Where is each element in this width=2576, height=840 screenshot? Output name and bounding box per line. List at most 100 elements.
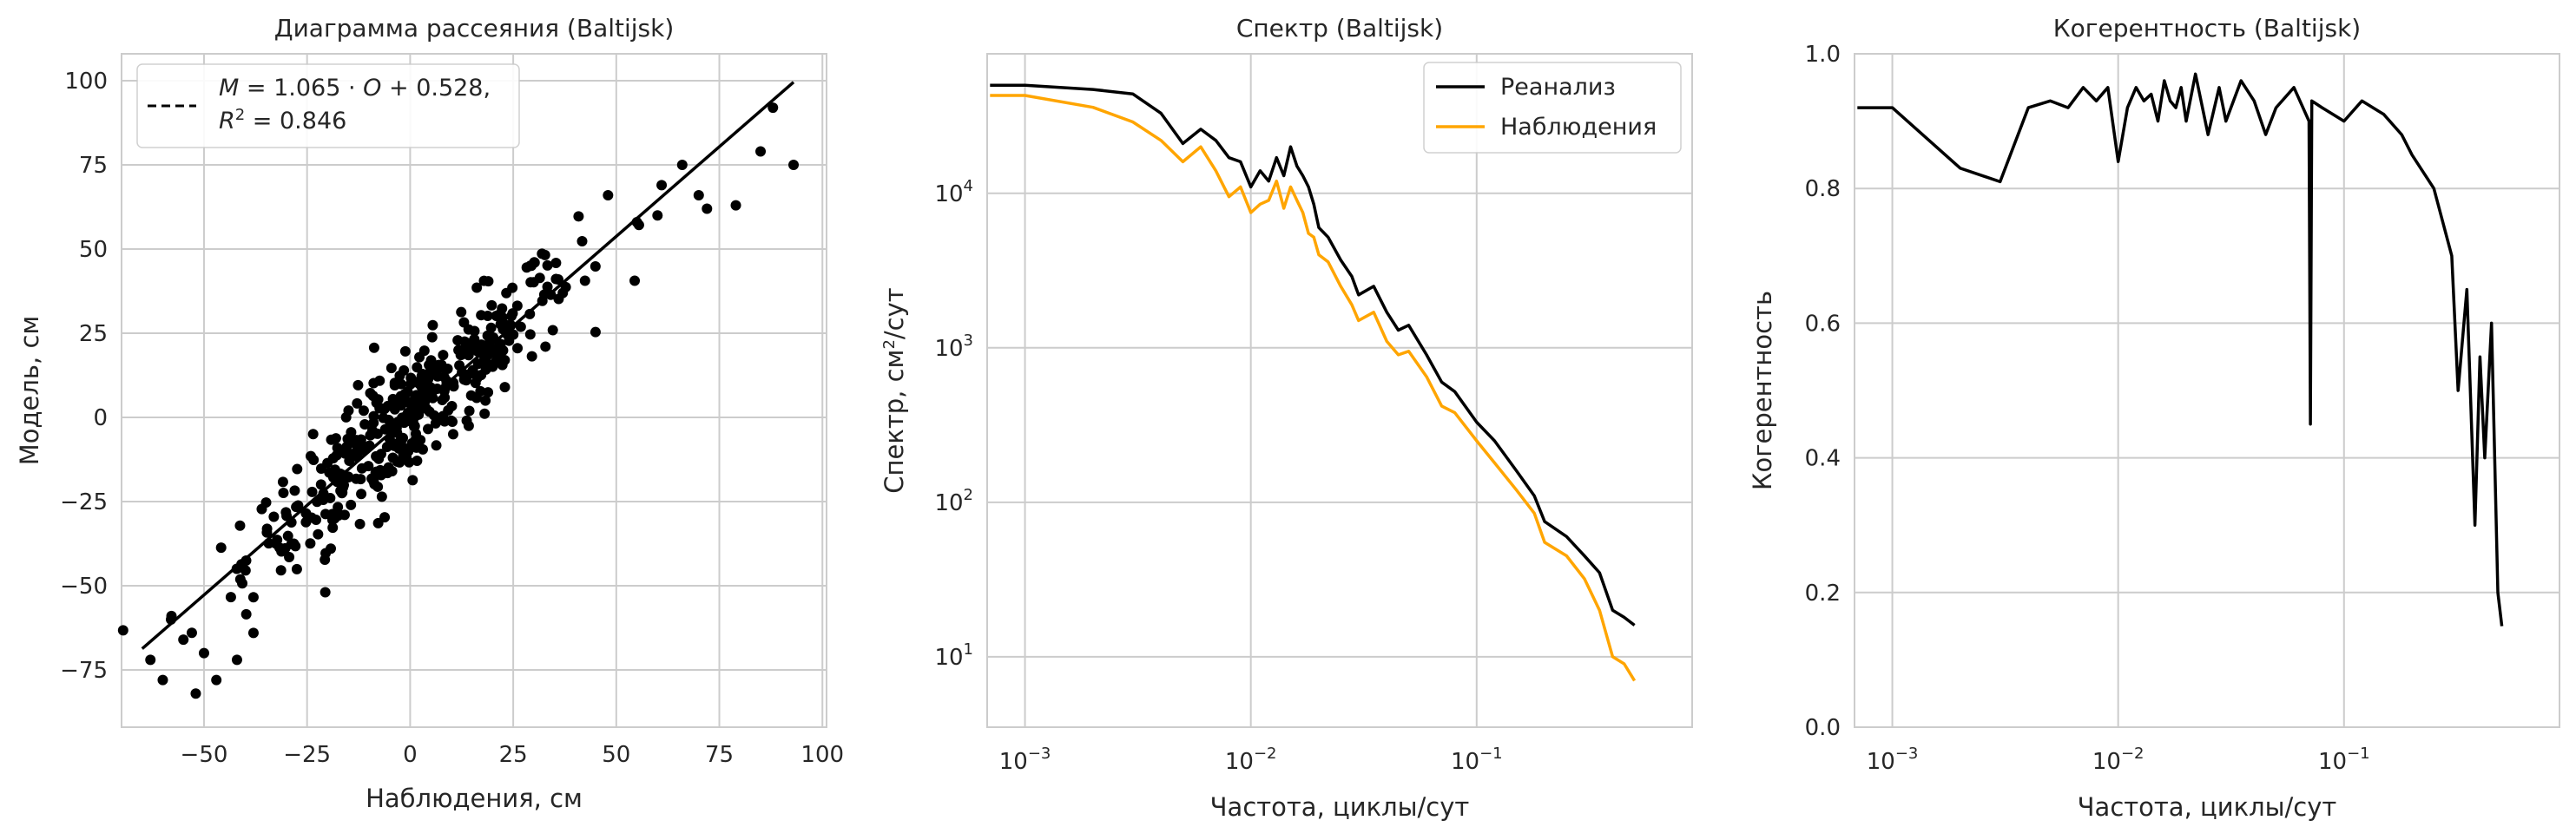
spectrum-y-label-exp: 2 xyxy=(880,339,899,349)
coherence-y-tick-label: 0.6 xyxy=(1805,311,1841,337)
scatter-point xyxy=(433,359,445,371)
spectrum-y-label-unit: /сут xyxy=(880,287,909,339)
scatter-point xyxy=(431,440,442,451)
scatter-point xyxy=(320,554,331,565)
scatter-points xyxy=(117,102,800,699)
scatter-point xyxy=(505,319,517,331)
spectrum-y-tick-base: 10 xyxy=(934,181,963,207)
legend-o-var: O xyxy=(363,75,381,102)
scatter-point xyxy=(511,300,523,312)
spectrum-y-tick-label: 101 xyxy=(934,640,973,671)
scatter-point xyxy=(417,443,428,455)
spectrum-y-tick-base: 10 xyxy=(934,490,963,516)
scatter-point xyxy=(234,520,246,531)
scatter-point xyxy=(482,330,493,341)
spectrum-legend-box xyxy=(1423,62,1682,154)
scatter-point xyxy=(368,410,379,422)
spectrum-y-tick-label: 103 xyxy=(934,331,973,362)
scatter-point xyxy=(465,390,477,401)
scatter-point xyxy=(552,273,563,285)
scatter-point xyxy=(343,471,354,482)
scatter-legend-line1: M = 1.065 · O + 0.528, xyxy=(219,75,491,102)
scatter-point xyxy=(485,322,497,333)
scatter-point xyxy=(376,491,387,502)
coherence-y-tick-label: 0.4 xyxy=(1805,446,1841,472)
scatter-point xyxy=(351,435,362,446)
coherence-x-label: Частота, циклы/сут xyxy=(2078,792,2337,822)
coherence-panel: 10−3 10−2 10−1 0.00.20.40.60.81.0 Когерент… xyxy=(1748,14,2560,822)
scatter-point xyxy=(211,674,222,686)
legend-r-value: = 0.846 xyxy=(245,108,346,135)
scatter-point xyxy=(389,379,400,390)
scatter-point xyxy=(326,509,338,520)
coherence-x-tick-label: 10−1 xyxy=(2318,745,2370,775)
scatter-point xyxy=(352,379,364,390)
scatter-point xyxy=(374,403,385,414)
scatter-point xyxy=(291,563,302,574)
spectrum-y-tick-label: 104 xyxy=(934,177,973,207)
spectrum-plot-area xyxy=(986,53,1693,728)
scatter-point xyxy=(375,449,386,460)
scatter-point xyxy=(702,203,713,214)
coherence-x-tick-base: 10 xyxy=(1867,749,1895,775)
scatter-point xyxy=(442,363,453,374)
scatter-panel: −50 −25 0 25 50 75 100 −75 −50 −25 0 25 50 75 100 Диа… xyxy=(15,14,844,813)
spectrum-x-tick-label: 10−1 xyxy=(1451,745,1503,775)
scatter-point xyxy=(412,455,423,466)
scatter-point xyxy=(333,502,344,513)
scatter-point xyxy=(394,371,405,382)
coherence-y-tick-label: 1.0 xyxy=(1805,42,1841,68)
scatter-point xyxy=(385,363,397,374)
scatter-point xyxy=(198,647,209,659)
scatter-point xyxy=(405,372,417,384)
spectrum-y-tick-label: 102 xyxy=(934,486,973,516)
spectrum-legend: Реанализ Наблюдения xyxy=(1423,62,1682,154)
scatter-point xyxy=(346,499,357,510)
scatter-y-ticks: −75 −50 −25 0 25 50 75 100 xyxy=(60,69,108,684)
scatter-point xyxy=(320,587,331,598)
legend-r-var: R xyxy=(219,108,235,135)
scatter-point xyxy=(178,634,189,646)
scatter-point xyxy=(282,530,293,541)
scatter-point xyxy=(489,347,500,358)
scatter-point xyxy=(273,542,285,554)
scatter-point xyxy=(438,350,449,361)
coherence-x-tick-exp: −1 xyxy=(2347,745,2370,763)
scatter-x-tick-label: 100 xyxy=(800,742,844,768)
scatter-point xyxy=(327,522,339,534)
legend-r-exp: 2 xyxy=(235,106,245,124)
coherence-y-label: Когерентность xyxy=(1748,291,1777,490)
spectrum-y-tick-base: 10 xyxy=(934,336,963,362)
scatter-point xyxy=(524,308,536,319)
coherence-x-tick-label: 10−2 xyxy=(2092,745,2144,775)
scatter-point xyxy=(356,489,367,500)
scatter-point xyxy=(515,321,526,332)
scatter-point xyxy=(340,411,352,423)
scatter-point xyxy=(590,326,601,338)
scatter-point xyxy=(411,428,422,439)
spectrum-y-tick-exp: 4 xyxy=(964,177,973,195)
scatter-x-tick-label: 50 xyxy=(602,742,630,768)
scatter-point xyxy=(368,342,379,353)
spectrum-x-tick-base: 10 xyxy=(1225,749,1254,775)
scatter-point xyxy=(289,485,300,496)
scatter-point xyxy=(461,415,472,426)
scatter-point xyxy=(603,189,614,200)
spectrum-x-tick-base: 10 xyxy=(1451,749,1479,775)
scatter-point xyxy=(676,160,688,171)
scatter-point xyxy=(483,276,494,287)
scatter-point xyxy=(231,563,242,574)
scatter-point xyxy=(215,542,227,554)
scatter-point xyxy=(363,461,374,472)
scatter-point xyxy=(397,442,408,453)
scatter-point xyxy=(730,200,741,211)
spectrum-x-ticks: 10−3 10−2 10−1 xyxy=(999,745,1503,775)
spectrum-x-tick-exp: −2 xyxy=(1254,745,1277,763)
scatter-point xyxy=(313,528,324,540)
scatter-y-label: Модель, см xyxy=(15,316,44,466)
scatter-point xyxy=(590,260,601,272)
coherence-y-tick-label: 0.8 xyxy=(1805,176,1841,202)
scatter-point xyxy=(656,180,668,191)
